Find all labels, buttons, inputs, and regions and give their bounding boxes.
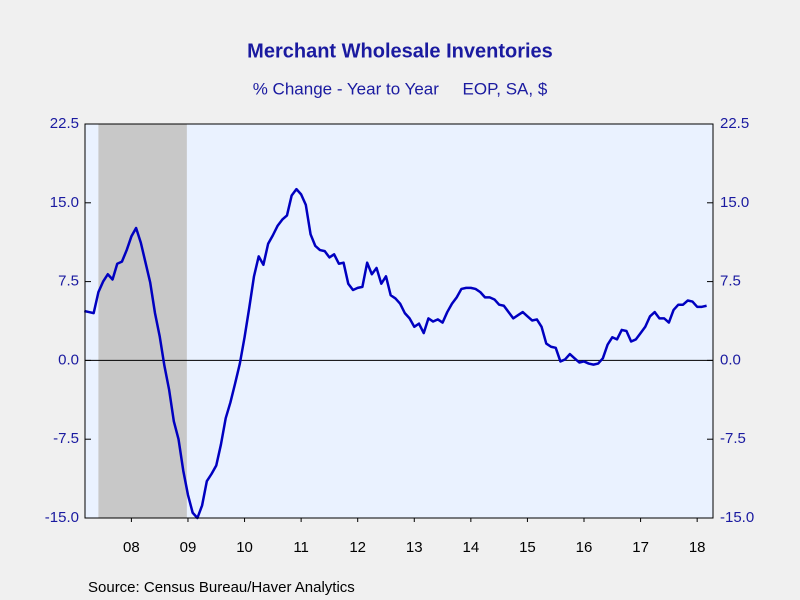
x-tick-label: 13 bbox=[406, 539, 423, 556]
x-tick-label: 17 bbox=[632, 539, 649, 556]
x-tick-label: 09 bbox=[180, 539, 197, 556]
y2-tick-label: 0.0 bbox=[720, 351, 741, 368]
x-tick-label: 12 bbox=[349, 539, 366, 556]
y2-tick-label: -15.0 bbox=[720, 509, 754, 526]
y-tick-label: -7.5 bbox=[53, 430, 79, 447]
x-tick-label: 08 bbox=[123, 539, 140, 556]
y-tick-label: 22.5 bbox=[50, 115, 79, 132]
source: Source: Census Bureau/Haver Analytics bbox=[88, 579, 355, 596]
y-tick-label: 15.0 bbox=[50, 194, 79, 211]
x-tick-label: 11 bbox=[293, 539, 309, 556]
y2-tick-label: 15.0 bbox=[720, 194, 749, 211]
y2-tick-label: 7.5 bbox=[720, 273, 741, 290]
x-tick-label: 18 bbox=[689, 539, 706, 556]
y2-tick-label: 22.5 bbox=[720, 115, 749, 132]
chart-title: Merchant Wholesale Inventories bbox=[247, 40, 553, 62]
y-tick-label: -15.0 bbox=[45, 509, 79, 526]
x-tick-label: 14 bbox=[463, 539, 480, 556]
x-tick-label: 15 bbox=[519, 539, 536, 556]
plot-area bbox=[85, 124, 713, 518]
data-line bbox=[83, 187, 707, 520]
chart-subtitle: % Change - Year to Year EOP, SA, $ bbox=[253, 79, 548, 98]
y-tick-label: 7.5 bbox=[58, 273, 79, 290]
plot-border bbox=[84, 123, 714, 519]
y-tick-label: 0.0 bbox=[58, 351, 79, 368]
x-tick-label: 16 bbox=[576, 539, 593, 556]
recession-shade bbox=[98, 124, 187, 518]
y2-tick-label: -7.5 bbox=[720, 430, 746, 447]
x-tick-label: 10 bbox=[236, 539, 253, 556]
